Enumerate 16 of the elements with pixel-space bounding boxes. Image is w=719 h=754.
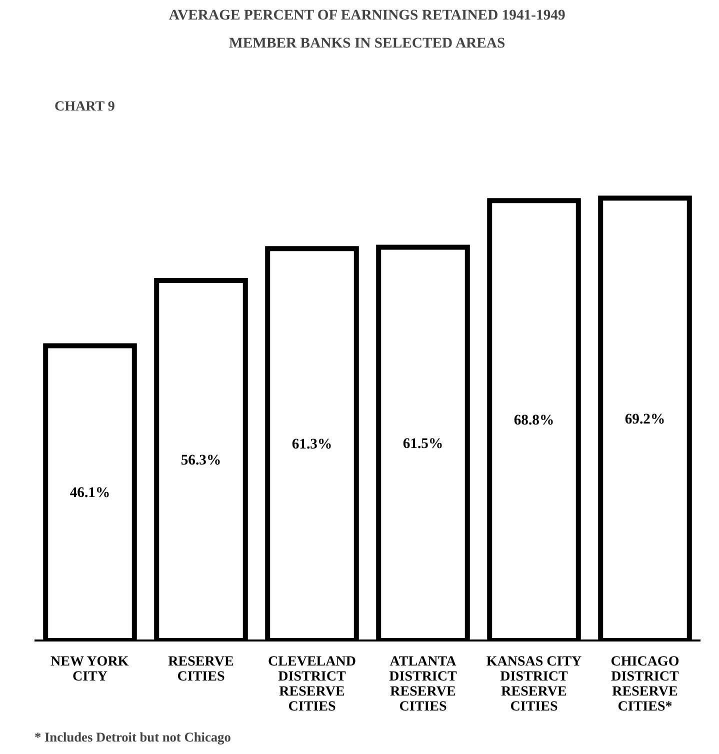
x-tick-label: NEW YORK CITY: [50, 654, 129, 684]
chart-subtitle: MEMBER BANKS IN SELECTED AREAS: [229, 36, 506, 52]
chart-title: AVERAGE PERCENT OF EARNINGS RETAINED 1941-1949: [168, 8, 566, 24]
x-tick-label: CLEVELAND DISTRICT RESERVE CITIES: [268, 654, 356, 714]
data-label: 61.5%: [402, 436, 444, 452]
data-label: 46.1%: [70, 485, 110, 502]
data-label: 68.8%: [514, 412, 554, 429]
x-tick-label: CHICAGO DISTRICT RESERVE CITIES*: [610, 654, 680, 714]
text: * Includes Detroit but not Chicago: [34, 730, 232, 744]
x-tick-label: KANSAS CITY DISTRICT RESERVE CITIES: [486, 654, 582, 714]
data-label: 61.3%: [292, 436, 332, 453]
caption: CHART 9: [54, 100, 115, 114]
x-tick-label: RESERVE CITIES: [168, 654, 234, 684]
x-tick-label: ATLANTA DISTRICT RESERVE CITIES: [389, 654, 458, 714]
data-label: 56.3%: [180, 452, 222, 469]
data-label: 69.2%: [624, 411, 666, 428]
